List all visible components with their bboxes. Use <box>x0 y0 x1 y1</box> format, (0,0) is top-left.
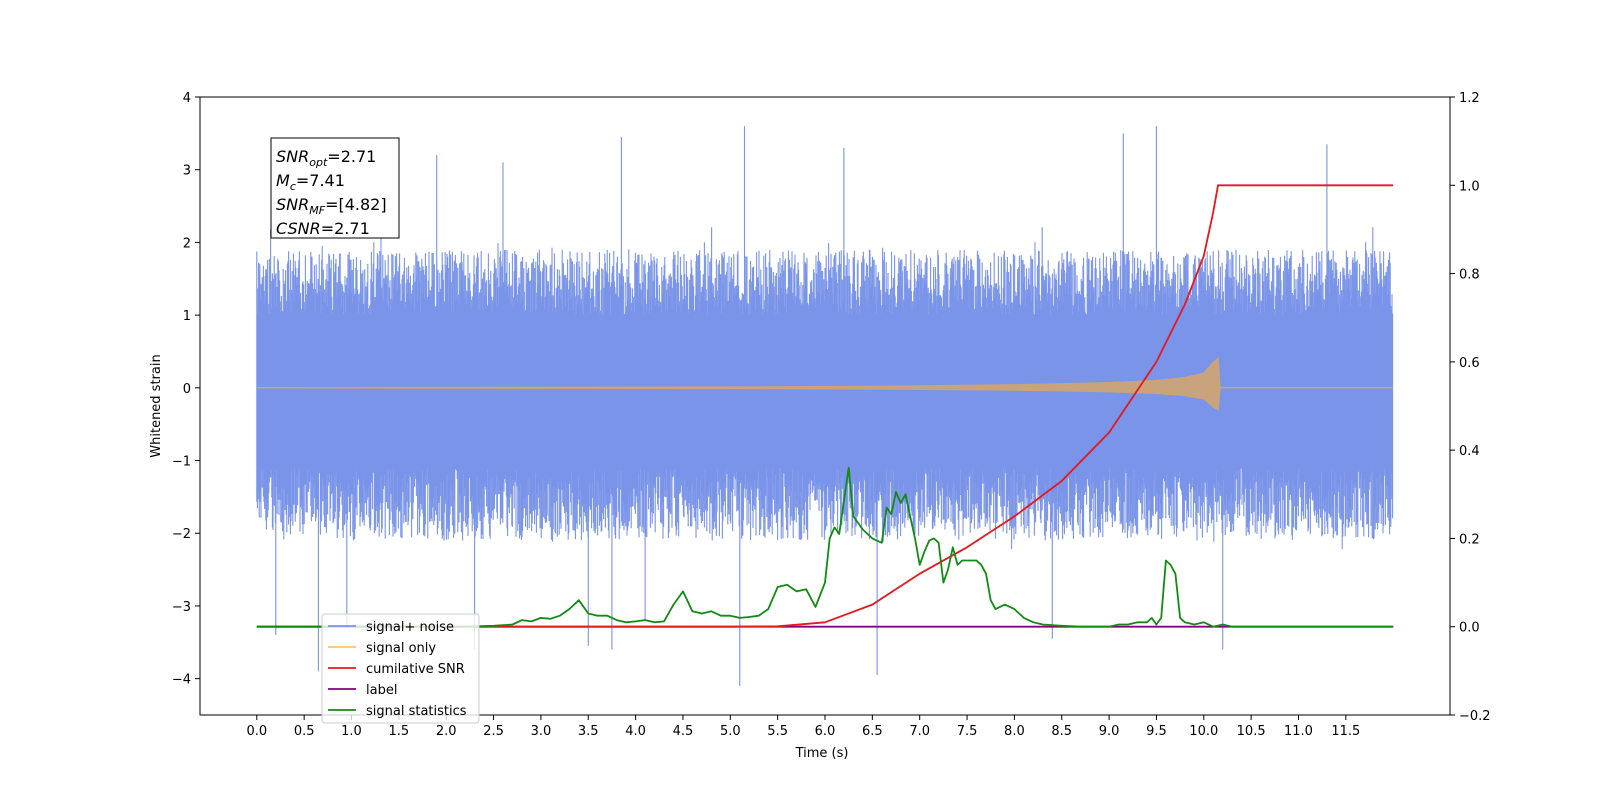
y-tick-label: 0 <box>183 382 191 397</box>
annotation-variable: M <box>276 171 290 190</box>
y-tick-label: −4 <box>172 673 191 688</box>
x-tick-label: 6.0 <box>815 724 836 739</box>
y-tick-label: 1 <box>183 309 191 324</box>
y-axis-left: 4 3 2 1 0 −1 −2 −3 −4 <box>172 91 200 688</box>
series-signal-only-envelope <box>256 357 1394 411</box>
annotation-value: =[4.82] <box>325 195 387 214</box>
y-tick-label: −1 <box>172 455 191 470</box>
annotation-variable: SNR <box>276 147 309 166</box>
y2-tick-label: −0.2 <box>1459 709 1491 724</box>
x-tick-label: 8.0 <box>1004 724 1025 739</box>
x-tick-label: 9.5 <box>1146 724 1167 739</box>
series-layer <box>256 126 1394 686</box>
x-tick-label: 7.0 <box>909 724 930 739</box>
annotation-value: =2.71 <box>321 219 370 238</box>
legend: signal+ noise signal only cumilative SNR la… <box>321 613 480 724</box>
x-tick-label: 0.0 <box>246 724 267 739</box>
y-tick-label: 3 <box>183 164 191 179</box>
annotation-line: SNRopt=2.71 <box>276 147 376 169</box>
annotation-variable: CSNR <box>276 219 321 238</box>
series-cumilative-snr-line <box>256 184 1394 628</box>
annotation-subscript: opt <box>309 156 328 169</box>
x-tick-label: 7.5 <box>957 724 978 739</box>
x-tick-label: 6.5 <box>862 724 883 739</box>
x-tick-label: 8.5 <box>1051 724 1072 739</box>
annotation-line: SNRMF=[4.82] <box>276 195 387 217</box>
x-tick-label: 5.5 <box>767 724 788 739</box>
x-tick-label: 1.5 <box>389 724 410 739</box>
x-tick-label: 9.0 <box>1099 724 1120 739</box>
x-tick-label: 11.5 <box>1331 724 1360 739</box>
legend-frame <box>321 613 480 724</box>
y-tick-label: 4 <box>183 91 191 106</box>
y-axis-label: Whitened strain <box>149 354 164 457</box>
legend-entry-label: signal+ noise <box>366 620 454 635</box>
x-tick-label: 0.5 <box>294 724 315 739</box>
x-tick-label: 4.5 <box>673 724 694 739</box>
series-signal-noise-line <box>256 126 1394 686</box>
annotation-variable: SNR <box>276 195 309 214</box>
y-tick-label: 2 <box>183 236 191 251</box>
annotation-line: CSNR=2.71 <box>276 219 370 238</box>
y2-tick-label: 0.0 <box>1459 621 1480 636</box>
annotation-value: =2.71 <box>327 147 376 166</box>
x-tick-label: 3.5 <box>578 724 599 739</box>
x-tick-label: 2.5 <box>483 724 504 739</box>
series-signal-statistics-line <box>256 466 1394 628</box>
annotation-frame <box>270 137 400 239</box>
y2-tick-label: 1.0 <box>1459 179 1480 194</box>
legend-entry-label: signal statistics <box>366 704 467 719</box>
x-tick-label: 3.0 <box>531 724 552 739</box>
annotation-subscript: MF <box>309 204 325 217</box>
y-tick-label: −2 <box>172 527 191 542</box>
x-tick-label: 5.0 <box>720 724 741 739</box>
legend-entry-label: signal only <box>366 641 436 656</box>
x-axis-label: Time (s) <box>795 746 849 761</box>
y2-tick-label: 0.2 <box>1459 532 1480 547</box>
x-tick-label: 1.0 <box>341 724 362 739</box>
legend-entry-label: label <box>366 683 397 698</box>
annotation-value: =7.41 <box>296 171 345 190</box>
y2-tick-label: 0.4 <box>1459 444 1480 459</box>
y-axis-right: 1.2 1.0 0.8 0.6 0.4 0.2 0.0 −0.2 <box>1450 91 1491 724</box>
y-tick-label: −3 <box>172 600 191 615</box>
legend-entry-label: cumilative SNR <box>366 662 465 677</box>
y2-tick-label: 0.8 <box>1459 268 1480 283</box>
annotation-line: Mc=7.41 <box>276 171 345 193</box>
x-tick-label: 4.0 <box>625 724 646 739</box>
y2-tick-label: 0.6 <box>1459 356 1480 371</box>
x-tick-label: 10.5 <box>1237 724 1266 739</box>
y2-tick-label: 1.2 <box>1459 91 1480 106</box>
x-tick-label: 11.0 <box>1284 724 1313 739</box>
x-tick-label: 10.0 <box>1189 724 1218 739</box>
annotation-subscript: c <box>290 180 296 193</box>
x-tick-label: 2.0 <box>436 724 457 739</box>
x-axis: 0.0 0.5 1.0 1.5 2.0 2.5 3.0 3.5 4.0 4.5 5.0 5.5 6.0 6… <box>246 715 1360 739</box>
